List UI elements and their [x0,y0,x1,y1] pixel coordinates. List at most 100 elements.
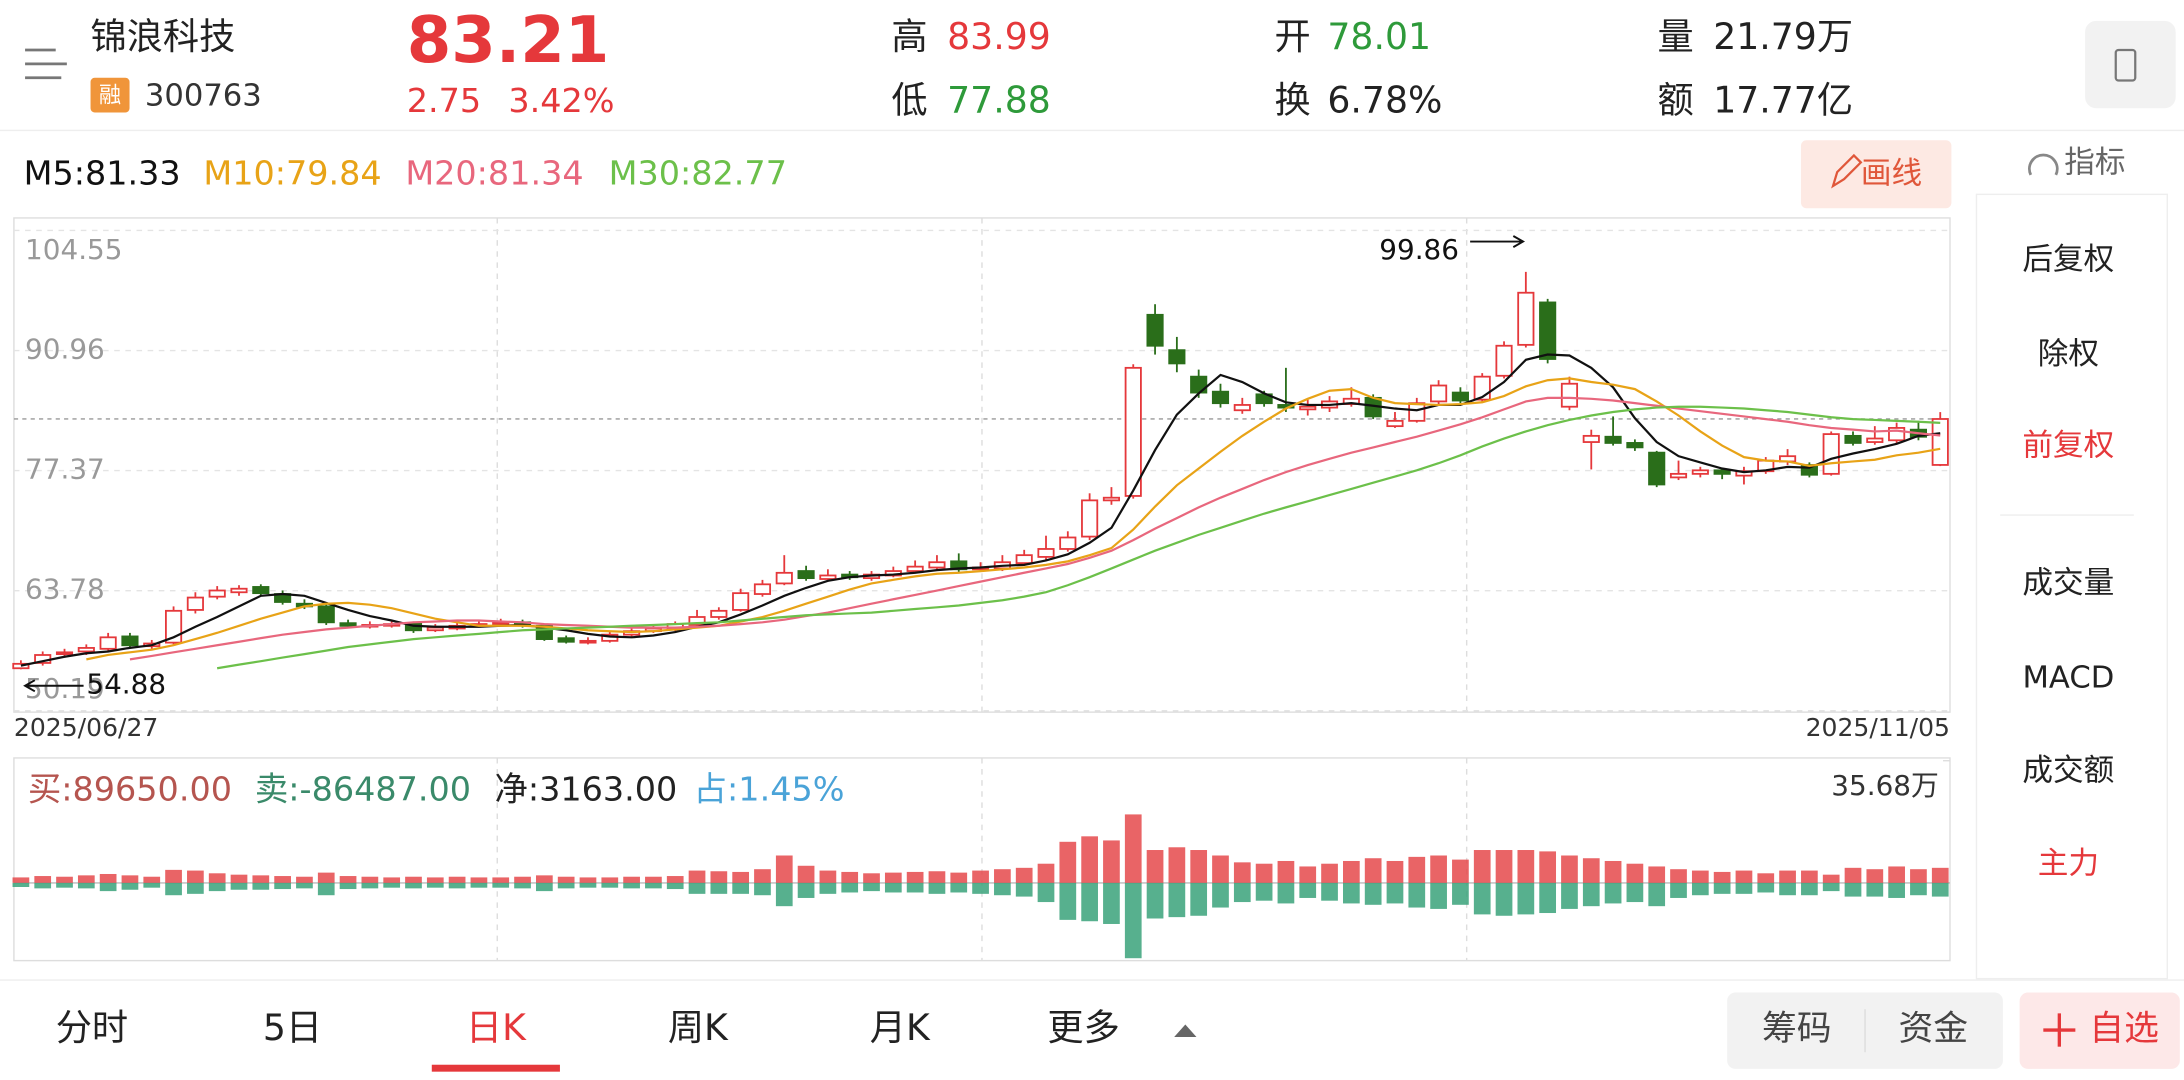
candle-body [1037,548,1055,558]
change-pct: 3.42% [508,81,614,120]
flow-bar [710,882,728,894]
flow-bar [1626,863,1644,883]
candle-body [1822,433,1840,475]
tab[interactable]: 分时 [56,1006,128,1049]
flow-bar [230,874,248,883]
candle-body [1408,402,1426,422]
flow-bar [1561,855,1578,883]
flow-bar [1648,882,1666,907]
flow-bar [1408,882,1426,908]
flow-bar [1299,882,1317,898]
flow-bar [208,882,226,892]
flow-legend: 净:3163.00 [494,770,677,809]
candle-body [1386,419,1404,428]
flow-bar [623,882,640,889]
stock-name: 锦浪科技 [91,15,236,58]
flow-bar [645,876,662,883]
flow-bar [1124,882,1142,959]
candle-body [1582,434,1600,443]
sidebar-item[interactable]: MACD [2022,660,2114,695]
menu-icon[interactable] [25,48,67,80]
tab[interactable]: 更多 [1047,1006,1119,1049]
flow-bar [1670,869,1687,883]
candle-body [1124,366,1142,497]
flow-bar [754,882,771,896]
gauge-icon [2028,153,2059,176]
ma-line [20,353,1941,667]
flow-bar [492,877,510,883]
flow-bar [143,882,161,888]
button-label[interactable]: 筹码 [1762,1009,1832,1049]
flow-bar [1430,882,1447,909]
flow-bar [56,882,73,888]
flow-bar [143,876,161,883]
flow-bar [1452,882,1469,905]
flow-bar [666,876,684,883]
label: 高 [891,15,927,58]
flow-bar [1342,882,1360,904]
watch-button[interactable] [2019,992,2180,1069]
volume: 21.79万 [1713,15,1853,58]
flow-bar [797,882,815,898]
flow-bar [405,876,422,883]
sidebar-item[interactable]: 前复权 [2022,429,2114,464]
tab[interactable]: 5日 [263,1006,322,1049]
flow-bar [274,876,291,883]
flow-bar [426,882,444,888]
flow-bar [492,882,510,888]
candle-body [1102,496,1121,502]
flow-bar [1539,882,1557,914]
candle-body [1648,451,1666,486]
flow-bar [1779,882,1796,896]
flow-bar [1321,863,1338,883]
flow-bar [884,872,902,883]
button-label[interactable]: 自选 [2089,1009,2159,1049]
candle-body [1604,435,1622,444]
flow-bar [1321,882,1338,901]
tab[interactable]: 月K [870,1006,931,1049]
flow-bar [121,875,139,883]
flow-bar [1212,855,1229,883]
flow-bar [557,876,575,883]
stock-code: 300763 [145,79,262,114]
flow-bar [863,873,880,883]
turnover: 6.78% [1327,79,1442,122]
price: 83.21 [407,4,610,78]
flow-bar [1364,882,1382,905]
sidebar-item[interactable]: 后复权 [2022,243,2114,278]
label: 额 [1658,79,1694,122]
button-label[interactable]: 资金 [1898,1009,1968,1049]
x-tick-label: 2025/06/27 [14,713,158,742]
flow-bar [1233,862,1251,883]
flow-bar [1713,871,1731,883]
flow-bar [470,877,488,883]
sidebar-item[interactable]: 成交量 [2022,566,2114,601]
x-tick-label: 2025/11/05 [1806,713,1950,742]
flow-bar [1844,867,1862,883]
candle-body [797,570,815,580]
draw-button[interactable] [1800,140,1952,209]
device-button[interactable] [2085,20,2176,109]
flow-bar [1757,873,1775,883]
indicator: 指标 [2064,145,2125,180]
ma-legend: M30:82.77 [609,153,787,192]
tab[interactable]: 日K [466,1006,527,1049]
y-tick-label: 35.68万 [1831,769,1939,802]
flow-bar [99,882,117,892]
flow-bar [1059,882,1077,920]
flow-bar [1103,840,1120,883]
candle-body [12,662,30,670]
candle-body [426,626,444,632]
flow-bar [1081,836,1098,883]
tab[interactable]: 周K [668,1006,729,1049]
flow-bar [1910,869,1927,883]
candle-body [1015,554,1033,565]
flow-bar [12,882,30,887]
sidebar-item[interactable]: 成交额 [2022,753,2114,788]
min-label: 54.88 [86,668,166,701]
flow-bar [972,882,989,894]
sidebar-item[interactable]: 主力 [2038,846,2099,881]
sidebar-item[interactable]: 除权 [2038,337,2099,372]
flow-bar [361,876,379,883]
